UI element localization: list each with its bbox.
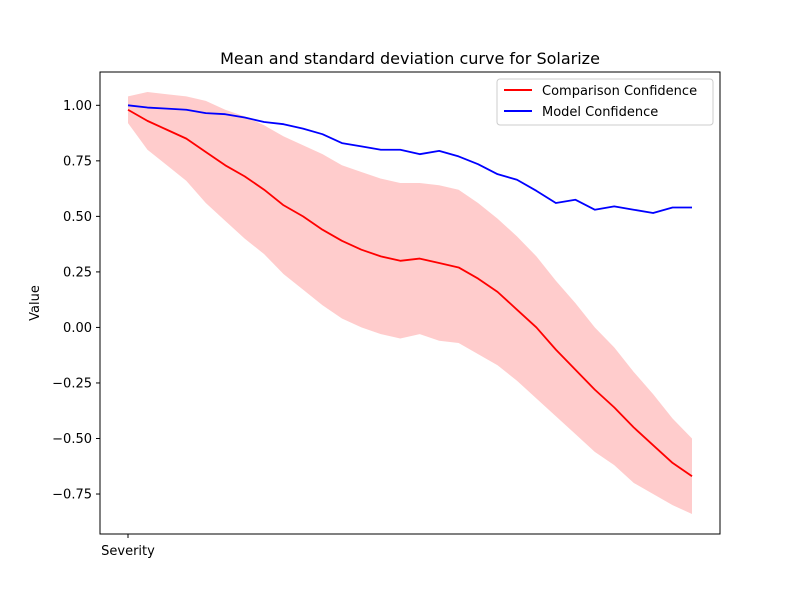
std-band-series-0 bbox=[128, 91, 692, 515]
x-tick-label: Severity bbox=[101, 544, 155, 559]
series-line-1 bbox=[127, 104, 692, 214]
y-tick-label: −0.50 bbox=[52, 432, 92, 447]
x-axis-ticks: Severity bbox=[101, 534, 155, 559]
y-tick-label: 0.50 bbox=[63, 210, 92, 225]
y-axis-ticks: −0.75 −0.50 −0.25 0.00 0.25 0.50 0.75 1.00 bbox=[52, 99, 100, 503]
legend-box bbox=[496, 78, 714, 126]
chart-title: Mean and standard deviation curve for So… bbox=[220, 49, 600, 68]
plot-area bbox=[127, 91, 693, 515]
y-tick-label: 1.00 bbox=[63, 99, 92, 114]
legend-label-model-confidence: Model Confidence bbox=[542, 105, 658, 120]
y-tick-label: 0.75 bbox=[63, 154, 92, 169]
y-tick-label: 0.25 bbox=[63, 265, 92, 280]
series-line-0 bbox=[127, 108, 693, 477]
legend: Comparison Confidence Model Confidence bbox=[496, 78, 714, 126]
y-axis-label: Value bbox=[28, 285, 43, 321]
y-tick-label: 0.00 bbox=[63, 321, 92, 336]
plot-frame bbox=[99, 71, 721, 535]
y-tick-label: −0.75 bbox=[52, 488, 92, 503]
y-tick-label: −0.25 bbox=[52, 376, 92, 391]
legend-label-comparison-confidence: Comparison Confidence bbox=[542, 84, 697, 99]
axes bbox=[99, 71, 721, 535]
